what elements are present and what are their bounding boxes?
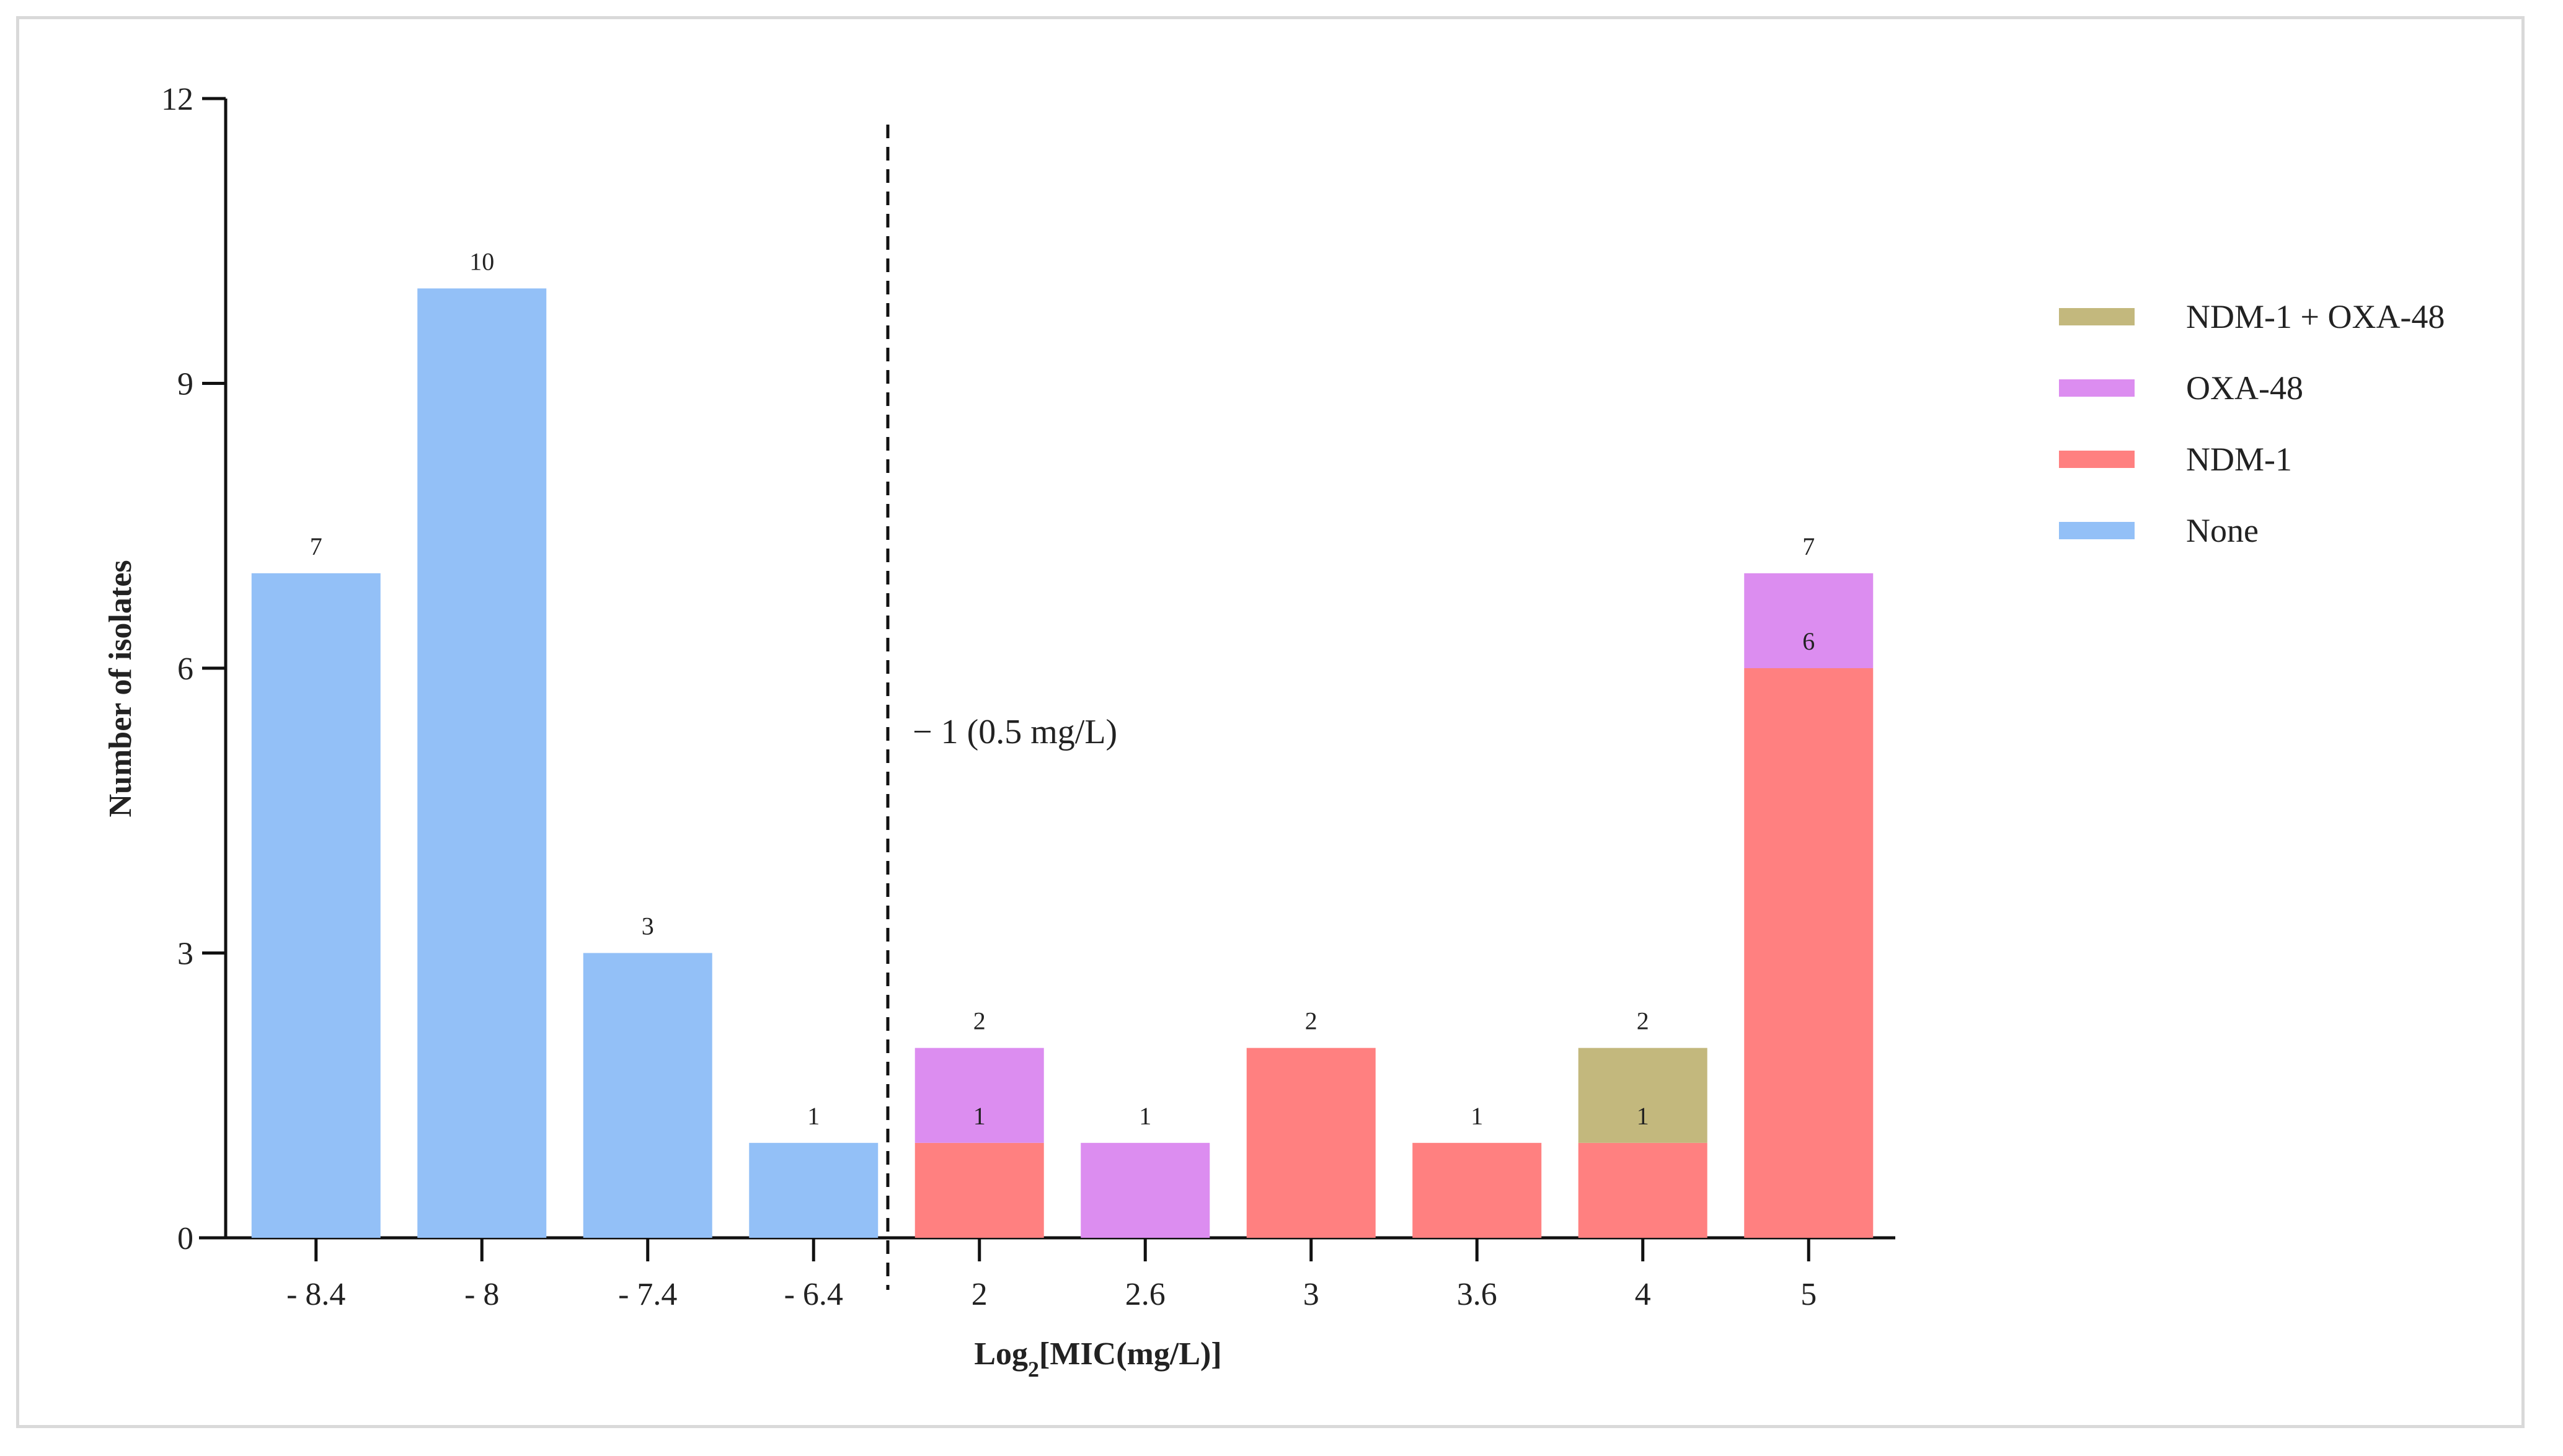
data-label: 10 bbox=[469, 247, 494, 275]
y-tick-label: 12 bbox=[161, 82, 193, 117]
data-label: 1 bbox=[973, 1102, 986, 1130]
chart-frame: 0 3 6 9 12- 8.4- 8- 7.4- 6.4 2 2.6 3 3.6 4 5 7 10 3 1… bbox=[16, 16, 2525, 1428]
bars bbox=[251, 288, 1874, 1238]
x-tick-label: 4 bbox=[1635, 1277, 1651, 1312]
y-tick-label: 6 bbox=[177, 651, 193, 687]
bar-oxa-48 bbox=[1744, 573, 1874, 668]
x-axis-title-main: Log bbox=[974, 1336, 1028, 1372]
bar-none bbox=[251, 573, 381, 1238]
legend: NDM-1 + OXA-48 OXA-48 NDM-1 None bbox=[2059, 298, 2445, 549]
data-label: 6 bbox=[1802, 627, 1815, 655]
bar-none bbox=[749, 1142, 879, 1238]
legend-label: None bbox=[2186, 512, 2259, 549]
legend-swatch bbox=[2059, 451, 2135, 468]
legend-swatch bbox=[2059, 308, 2135, 325]
y-axis-title: Number of isolates bbox=[103, 560, 138, 817]
x-tick-label: - 7.4 bbox=[618, 1277, 677, 1312]
data-label: 1 bbox=[1139, 1102, 1151, 1130]
y-tick-label: 3 bbox=[177, 937, 193, 972]
x-tick-label: 3 bbox=[1303, 1277, 1319, 1312]
legend-label: NDM-1 + OXA-48 bbox=[2186, 298, 2445, 335]
bar-ndm-1 bbox=[1246, 1048, 1376, 1238]
x-axis-title-rest: [MIC(mg/L)] bbox=[1039, 1336, 1222, 1372]
bar-ndm-1 bbox=[1412, 1142, 1542, 1238]
legend-swatch bbox=[2059, 379, 2135, 397]
data-label: 7 bbox=[310, 532, 322, 560]
x-tick-label: 2 bbox=[972, 1277, 988, 1312]
x-tick-label: - 6.4 bbox=[784, 1277, 843, 1312]
data-label: 1 bbox=[1637, 1102, 1649, 1130]
x-axis-title-subscript: 2 bbox=[1028, 1357, 1039, 1382]
data-label: 1 bbox=[1471, 1102, 1483, 1130]
data-label: 2 bbox=[973, 1007, 986, 1035]
bar-ndm-1 bbox=[1578, 1142, 1707, 1238]
bar-none bbox=[417, 288, 547, 1238]
data-label: 1 bbox=[807, 1102, 820, 1130]
y-tick-label: 9 bbox=[177, 367, 193, 402]
bar-ndm-1 bbox=[1744, 668, 1874, 1238]
data-label: 7 bbox=[1802, 532, 1815, 560]
y-tick-label: 0 bbox=[177, 1221, 193, 1256]
x-tick-label: 2.6 bbox=[1125, 1277, 1166, 1312]
data-label: 3 bbox=[642, 912, 654, 940]
x-axis-title: Log2[MIC(mg/L)] bbox=[974, 1336, 1221, 1382]
legend-label: NDM-1 bbox=[2186, 441, 2292, 478]
x-tick-label: - 8.4 bbox=[286, 1277, 345, 1312]
legend-swatch bbox=[2059, 522, 2135, 539]
x-tick-label: 3.6 bbox=[1457, 1277, 1497, 1312]
legend-label: OXA-48 bbox=[2186, 369, 2303, 407]
x-tick-label: 5 bbox=[1800, 1277, 1817, 1312]
data-label: 2 bbox=[1305, 1007, 1317, 1035]
data-label: 2 bbox=[1637, 1007, 1649, 1035]
threshold-label: − 1 (0.5 mg/L) bbox=[913, 713, 1117, 751]
data-labels: 7 10 3 1 2 1 1 2 1 2 1 7 6 bbox=[310, 247, 1815, 1130]
bar-ndm-1 bbox=[914, 1142, 1044, 1238]
bar-ndm-1-oxa-48 bbox=[1578, 1048, 1707, 1143]
bar-oxa-48 bbox=[1081, 1142, 1210, 1238]
x-tick-label: - 8 bbox=[464, 1277, 499, 1312]
bar-oxa-48 bbox=[914, 1048, 1044, 1143]
bar-none bbox=[583, 953, 712, 1238]
